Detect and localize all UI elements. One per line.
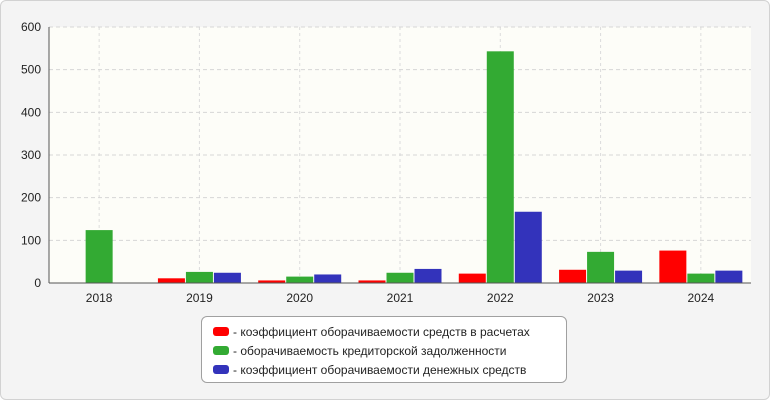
bar [85, 230, 113, 283]
y-tick-label: 200 [21, 191, 41, 205]
legend-swatch-green [213, 346, 229, 355]
legend-prefix: - [233, 324, 237, 339]
legend-label: коэффициент оборачиваемости средств в ра… [240, 324, 530, 339]
x-tick-label: 2019 [186, 291, 213, 305]
bar [458, 273, 486, 283]
bar [314, 274, 342, 283]
x-tick-label: 2021 [387, 291, 414, 305]
x-tick-label: 2018 [86, 291, 113, 305]
bar [587, 251, 615, 283]
x-tick-label: 2022 [487, 291, 514, 305]
legend-prefix: - [233, 343, 237, 358]
bar [213, 272, 241, 283]
legend-label: коэффициент оборачиваемости денежных сре… [240, 362, 527, 377]
legend-prefix: - [233, 362, 237, 377]
bar [486, 51, 514, 283]
bar [414, 268, 442, 283]
bar [386, 272, 414, 283]
bar [514, 211, 542, 283]
bar [258, 280, 286, 283]
legend-label: оборачиваемость кредиторской задолженнос… [240, 343, 507, 358]
x-tick-label: 2024 [688, 291, 715, 305]
legend-item-cash-turnover: - коэффициент оборачиваемости денежных с… [213, 360, 566, 379]
legend-item-receivables-turnover: - коэффициент оборачиваемости средств в … [213, 322, 566, 341]
legend-swatch-blue [213, 365, 229, 374]
y-tick-label: 0 [34, 276, 41, 290]
bar [286, 276, 314, 283]
y-tick-label: 500 [21, 63, 41, 77]
legend-swatch-red [213, 327, 229, 336]
bar [715, 270, 743, 283]
bar [659, 250, 687, 283]
y-tick-label: 100 [21, 233, 41, 247]
bar [157, 278, 185, 283]
x-tick-label: 2020 [286, 291, 313, 305]
bar [687, 273, 715, 283]
legend: - коэффициент оборачиваемости средств в … [201, 316, 567, 383]
bar [559, 269, 587, 283]
y-tick-label: 400 [21, 105, 41, 119]
bar [185, 271, 213, 283]
y-tick-label: 300 [21, 148, 41, 162]
y-tick-label: 600 [21, 20, 41, 34]
bar [358, 280, 386, 283]
legend-item-payables-turnover: - оборачиваемость кредиторской задолженн… [213, 341, 566, 360]
bar [615, 270, 643, 283]
x-tick-label: 2023 [587, 291, 614, 305]
